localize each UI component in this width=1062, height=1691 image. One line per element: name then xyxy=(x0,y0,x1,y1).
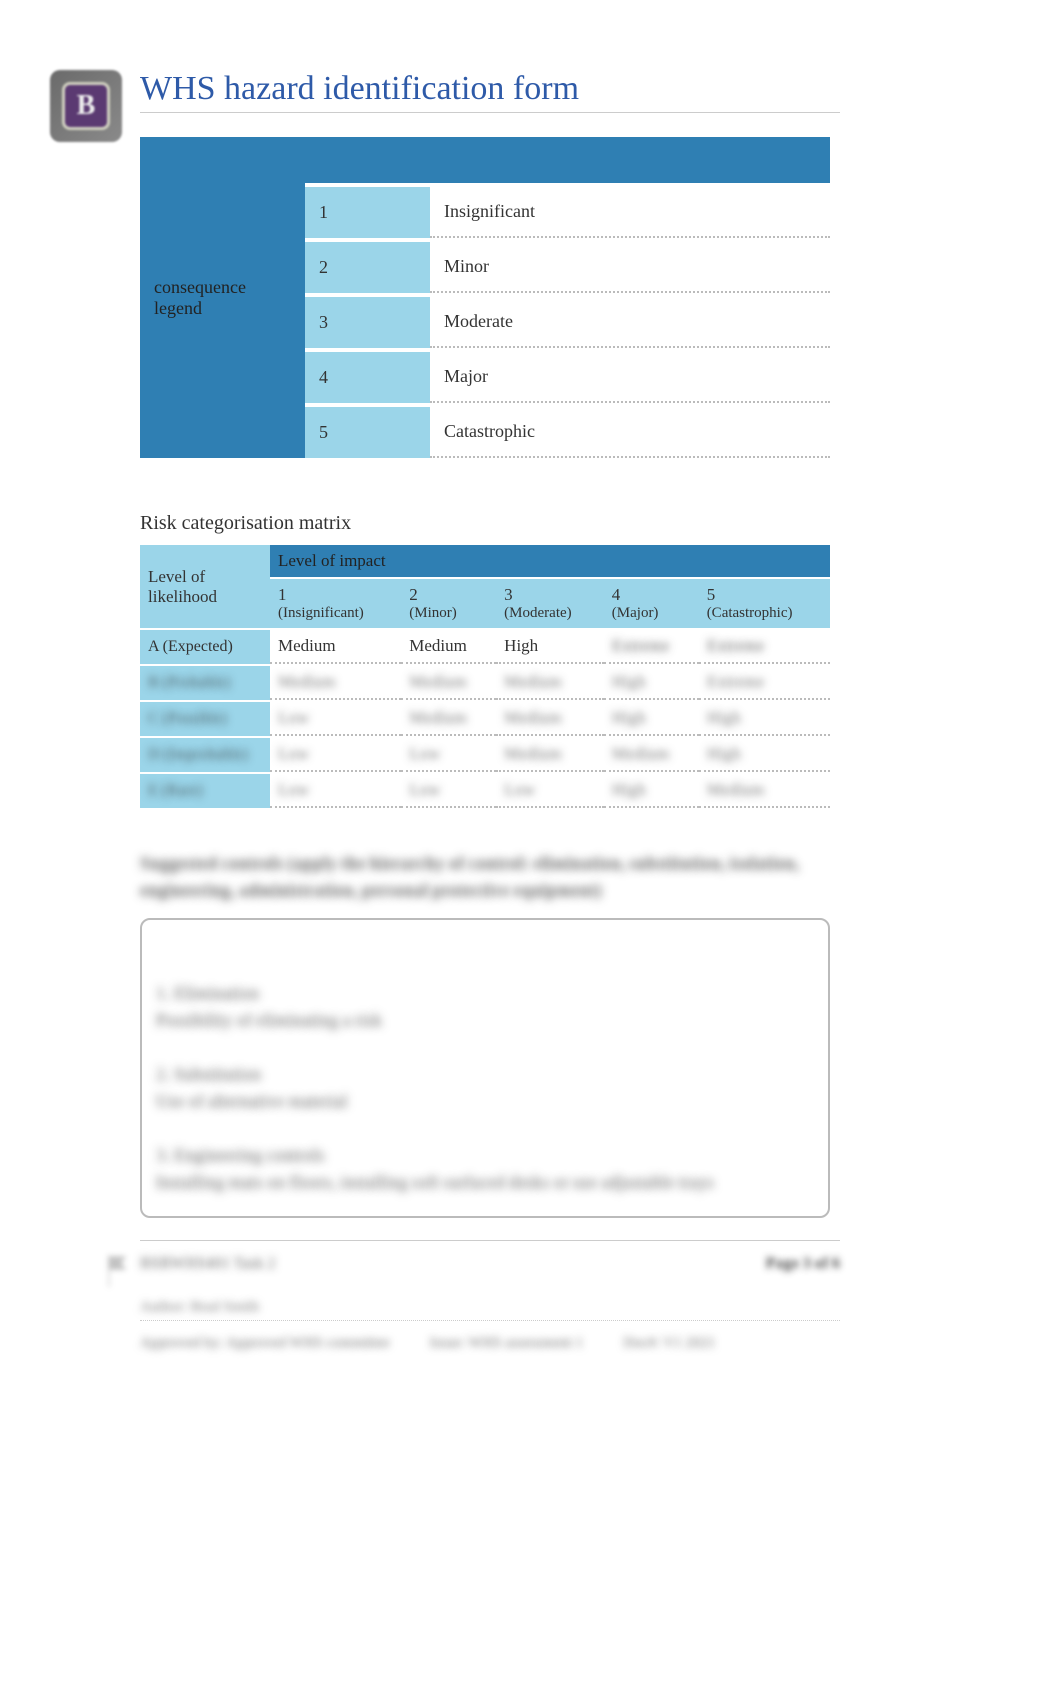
matrix-cell: High xyxy=(604,666,699,700)
matrix-row: C (Possible)LowMediumMediumHighHigh xyxy=(140,702,830,736)
footer-author: Author: Brad Smith xyxy=(140,1299,840,1321)
legend-num: 1 xyxy=(305,187,430,238)
app-logo: B xyxy=(50,70,122,142)
controls-text-box: 1. EliminationPossibility of eliminating… xyxy=(140,918,830,1218)
footer-line: BSBWHS401 Task 2 Page 3 of 6 xyxy=(140,1255,840,1273)
matrix-row-label: D (Improbable) xyxy=(140,738,270,772)
matrix-cell: Medium xyxy=(401,666,496,700)
matrix-row-label: C (Possible) xyxy=(140,702,270,736)
legend-num: 2 xyxy=(305,242,430,293)
legend-name: Insignificant xyxy=(430,187,830,238)
matrix-cell: Low xyxy=(270,738,401,772)
matrix-cell: High xyxy=(604,702,699,736)
legend-num: 5 xyxy=(305,407,430,458)
matrix-cell: Low xyxy=(496,774,604,808)
footer-page-number: Page 3 of 6 xyxy=(766,1255,840,1273)
matrix-row: D (Improbable)LowLowMediumMediumHigh xyxy=(140,738,830,772)
matrix-col-header: 3(Moderate) xyxy=(496,579,604,628)
matrix-impact-header: Level of impact xyxy=(270,545,830,577)
matrix-row: B (Probable)MediumMediumMediumHighExtrem… xyxy=(140,666,830,700)
matrix-cell: High xyxy=(604,774,699,808)
matrix-cell: Medium xyxy=(401,702,496,736)
risk-matrix-table: Level of likelihood Level of impact 1(In… xyxy=(140,543,830,810)
consequence-legend-table: consequence legend 1 Insignificant 2 Min… xyxy=(140,133,830,462)
matrix-cell: Medium xyxy=(270,666,401,700)
matrix-col-header: 4(Major) xyxy=(604,579,699,628)
legend-name: Catastrophic xyxy=(430,407,830,458)
legend-num: 4 xyxy=(305,352,430,403)
footer-meta-row: Approved by: Approved WHS committee Issu… xyxy=(140,1335,840,1352)
matrix-title: Risk categorisation matrix xyxy=(140,512,970,535)
legend-num: 3 xyxy=(305,297,430,348)
legend-name: Major xyxy=(430,352,830,403)
matrix-cell: Medium xyxy=(270,630,401,664)
matrix-cell: Low xyxy=(401,738,496,772)
matrix-cell: Extreme xyxy=(699,666,830,700)
matrix-cell: Medium xyxy=(496,702,604,736)
matrix-cell: Extreme xyxy=(699,630,830,664)
matrix-col-header: 1(Insignificant) xyxy=(270,579,401,628)
matrix-cell: Low xyxy=(270,702,401,736)
footer-approved-label: Approved by: Approved WHS committee xyxy=(140,1335,390,1352)
legend-name: Minor xyxy=(430,242,830,293)
section-divider xyxy=(140,1240,840,1241)
matrix-likelihood-header: Level of likelihood xyxy=(140,545,270,628)
matrix-cell: Medium xyxy=(496,738,604,772)
matrix-cell: Medium xyxy=(604,738,699,772)
legend-heading: consequence legend xyxy=(140,137,305,458)
legend-name: Moderate xyxy=(430,297,830,348)
legend-header-row: consequence legend xyxy=(140,137,830,183)
matrix-cell: Medium xyxy=(699,774,830,808)
matrix-cell: Medium xyxy=(496,666,604,700)
matrix-cell: High xyxy=(699,738,830,772)
matrix-col-header: 5(Catastrophic) xyxy=(699,579,830,628)
matrix-row: A (Expected)MediumMediumHighExtremeExtre… xyxy=(140,630,830,664)
matrix-cell: Extreme xyxy=(604,630,699,664)
matrix-cell: High xyxy=(699,702,830,736)
matrix-col-header: 2(Minor) xyxy=(401,579,496,628)
footer-issue-label: Issue: WHS assessment 1 xyxy=(430,1335,583,1352)
matrix-cell: Low xyxy=(270,774,401,808)
matrix-cell: Low xyxy=(401,774,496,808)
matrix-row-label: E (Rare) xyxy=(140,774,270,808)
matrix-cell: High xyxy=(496,630,604,664)
matrix-row-label: B (Probable) xyxy=(140,666,270,700)
footer-left-text: BSBWHS401 Task 2 xyxy=(140,1255,276,1273)
controls-heading: Suggested controls (apply the hierarchy … xyxy=(140,850,840,904)
logo-letter: B xyxy=(62,82,110,130)
footer-flag-icon xyxy=(104,1255,130,1287)
page-title: WHS hazard identification form xyxy=(140,70,840,113)
matrix-row: E (Rare)LowLowLowHighMedium xyxy=(140,774,830,808)
footer-doc-label: Doc#: V1 2021 xyxy=(623,1335,715,1352)
matrix-cell: Medium xyxy=(401,630,496,664)
matrix-row-label: A (Expected) xyxy=(140,630,270,664)
